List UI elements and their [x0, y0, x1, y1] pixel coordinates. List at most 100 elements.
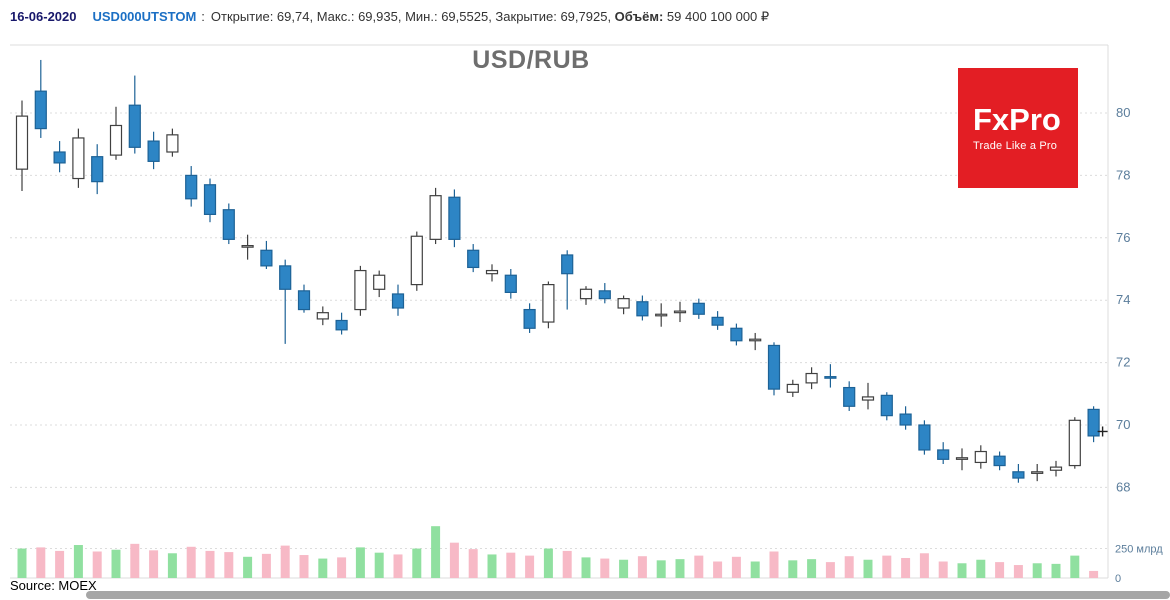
candle-body [373, 274, 386, 290]
volume-tick-label: 0 [1115, 573, 1121, 585]
candle-body [91, 156, 104, 183]
volume-bar [731, 556, 741, 578]
candle-body [993, 455, 1006, 467]
volume-bars [17, 526, 1099, 578]
candle-body [636, 301, 649, 317]
volume-bar [1032, 563, 1042, 578]
candle-body [260, 249, 273, 267]
volume-bar [280, 545, 290, 578]
volume-bar [318, 558, 328, 578]
volume-bar [205, 550, 215, 578]
candle-body [692, 302, 705, 315]
volume-bar [299, 555, 309, 578]
stat-value: 69,74 [276, 9, 310, 24]
volume-bar [788, 560, 798, 578]
candle-body [579, 288, 593, 300]
candle-body [1012, 471, 1025, 479]
candle-body [749, 338, 762, 342]
stat-label: Объём: [614, 9, 667, 24]
candle-body [824, 376, 837, 379]
volume-bar [36, 547, 46, 578]
candle-body [899, 413, 912, 426]
volume-bar [261, 553, 271, 578]
volume-bar [1051, 563, 1061, 578]
candle-body [861, 396, 875, 401]
candle-body [1068, 419, 1081, 467]
volume-bar [1013, 565, 1023, 578]
volume-bar [1089, 570, 1099, 578]
candle-body [335, 319, 348, 331]
volume-bar [713, 561, 723, 578]
price-tick-label: 80 [1116, 105, 1130, 120]
volume-bar [525, 555, 535, 578]
candle-body [448, 196, 461, 240]
volume-bar [882, 555, 892, 578]
volume-bar [393, 554, 403, 578]
volume-bar [919, 553, 929, 578]
candle-body [955, 457, 969, 460]
header-separator: : [201, 9, 205, 24]
price-axis-labels: 80 78 76 74 72 70 68 250 млрд 0 [1115, 105, 1163, 585]
volume-bar [92, 551, 102, 578]
candle-body [241, 245, 254, 248]
candle-body [730, 327, 743, 342]
candle-body [542, 284, 555, 323]
volume-bar [562, 550, 572, 578]
price-tick-label: 68 [1116, 479, 1130, 494]
candle-body [485, 269, 499, 275]
candle-body [316, 312, 329, 320]
candle-body [1087, 408, 1100, 437]
candle-body [34, 90, 47, 130]
candle-body [53, 151, 66, 164]
candle-body [974, 450, 987, 464]
stat-label: Макс.: [316, 9, 359, 24]
candle-body [279, 265, 292, 290]
candle-body [805, 372, 818, 384]
horizontal-scrollbar[interactable] [86, 591, 1170, 599]
volume-bar [675, 559, 685, 578]
volume-bar [412, 548, 422, 578]
candle-body [222, 209, 235, 240]
volume-bar [995, 562, 1005, 578]
volume-bar [186, 546, 196, 578]
candle-body [561, 254, 574, 275]
stat-label: Мин.: [405, 9, 442, 24]
volume-bar [130, 543, 140, 578]
volume-bar [374, 552, 384, 578]
volume-bar [149, 550, 159, 578]
candle-body [109, 124, 123, 156]
volume-bar [769, 551, 779, 578]
candle-body [147, 140, 160, 162]
candle-body [918, 424, 931, 451]
candle-body [504, 274, 517, 293]
volume-bar [224, 552, 234, 578]
candle-body [655, 313, 668, 317]
stat-value: 69,5525 [441, 9, 489, 24]
volume-bar [637, 556, 647, 578]
candle-body [617, 298, 630, 309]
volume-tick-label: 250 млрд [1115, 544, 1163, 556]
candle-body [598, 290, 611, 300]
candle-body [711, 316, 724, 326]
volume-bar [863, 559, 873, 578]
volume-bar [844, 556, 854, 578]
price-tick-label: 78 [1116, 167, 1130, 182]
volume-bar [167, 553, 177, 578]
volume-bar [449, 542, 459, 578]
volume-bar [938, 561, 948, 578]
ticker-link[interactable]: USD000UTSTOM [92, 9, 197, 24]
stat-label: Закрытие: [495, 9, 561, 24]
price-tick-label: 72 [1116, 355, 1130, 370]
volume-bar [750, 561, 760, 578]
candle-body [72, 137, 85, 180]
volume-bar [355, 547, 365, 578]
candles [15, 59, 1100, 483]
candle-body [673, 310, 687, 314]
last-price-marker [1097, 426, 1108, 437]
volume-bar [694, 555, 704, 578]
volume-bar [807, 559, 817, 578]
gridlines [10, 44, 1109, 579]
volume-bar [1070, 555, 1080, 578]
